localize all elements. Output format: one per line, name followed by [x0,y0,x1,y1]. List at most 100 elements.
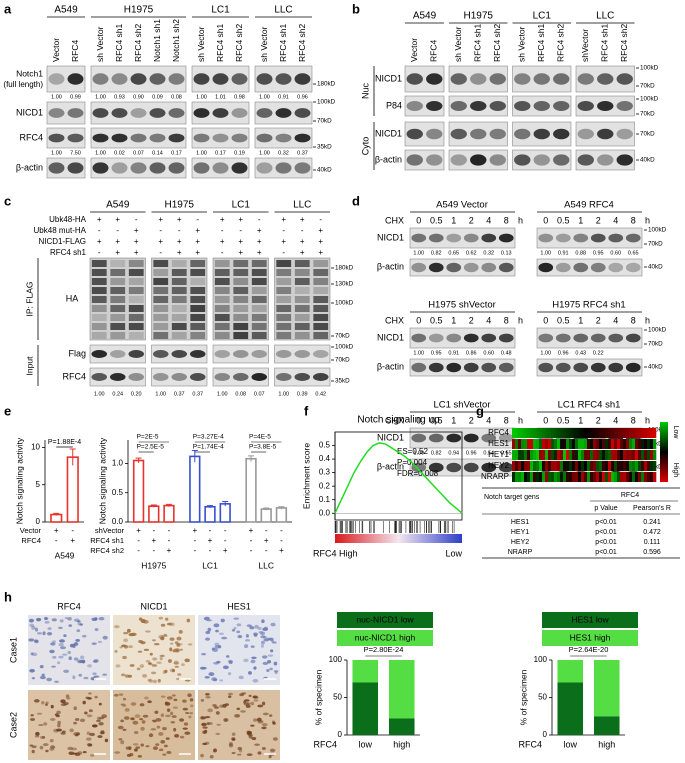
band [608,262,624,273]
nucleus [228,741,233,746]
band [67,73,84,85]
band [616,128,633,140]
quant: 1.00 [155,391,166,397]
nucleus [39,665,44,669]
y-tick-label: 0 [36,517,41,526]
nucleus [76,629,81,633]
band [470,73,487,85]
nucleus [76,732,80,736]
band [489,154,506,166]
nucleus [139,664,145,668]
lane-label: shVector [580,29,590,62]
nucleus [118,693,124,696]
nucleus [43,722,48,726]
nucleus [169,647,173,652]
label: NRARP [481,472,509,481]
sign: + [195,226,200,235]
marker: 70kD [648,241,663,248]
bar-segment [557,660,584,683]
nucleus [153,679,157,684]
nucleus [140,743,144,747]
heat-cell [614,428,618,438]
nucleus [54,680,59,683]
nucleus [33,639,39,643]
nucleus [31,625,36,630]
smear [128,305,144,312]
marker: 40kD [648,264,663,271]
quant: 1.00 [94,391,105,397]
nucleus [158,732,164,736]
nucleus [63,634,67,638]
nucleus [234,714,241,718]
quant: 1.00 [51,150,62,156]
band [590,362,606,373]
label: RFC4 [19,132,43,142]
y-tick-label: 0.3 [319,468,331,477]
heat-cell [620,439,624,449]
nucleus [63,701,69,706]
quant: 0.09 [152,94,163,100]
nucleus [88,743,93,747]
heat-cell [623,428,627,438]
band [212,108,229,118]
smear [128,314,144,321]
nucleus [253,699,259,702]
band [92,162,109,174]
smear [214,314,230,321]
nucleus [273,661,278,666]
nucleus [94,627,99,632]
band [92,133,109,143]
nucleus [164,701,171,706]
quant: 1.00 [217,391,228,397]
nucleus [101,714,107,719]
band [48,162,65,174]
blot [212,344,269,364]
table-cell: 0.111 [644,539,661,546]
heat-cell [587,428,591,438]
table-cell: HES1 [511,519,529,526]
x-axis-label: RFC4 [313,739,337,749]
smear [251,287,267,294]
group-label: H1975 [124,5,154,16]
label: HEY2 [488,461,509,470]
heat-cell [647,439,651,449]
sign: + [167,546,172,555]
nucleus [29,669,35,673]
heat-cell [512,450,516,460]
heat-cell [560,461,564,471]
heat-cell [560,450,564,460]
time: 0 [416,315,421,325]
nucleus [29,717,36,721]
sign: + [257,237,262,246]
marker: 100kD [648,227,667,234]
nucleus [73,721,77,725]
nucleus [153,642,160,646]
y-tick-label: 0.1 [319,495,331,504]
band [597,128,614,140]
heat-cell [554,450,558,460]
band [498,462,514,473]
nucleus [207,708,213,713]
y-axis-label: % of specimen [313,669,323,725]
smear [110,305,126,312]
heat-cell [647,472,651,482]
time: 4 [613,415,618,425]
quant: 1.01 [215,94,226,100]
band [608,362,624,373]
band [489,101,506,111]
time: 0.5 [557,315,570,325]
nucleus [257,627,262,630]
smear [233,332,249,339]
band [428,433,444,443]
nucleus [216,723,221,726]
nucleus [126,628,131,633]
nucleus [169,642,174,645]
nucleus [179,648,183,651]
nucleus [47,627,52,630]
label: RFC4 sh2 [90,546,124,555]
bar-segment [388,660,415,719]
label: RFC4 sh1 [90,536,124,545]
nucleus [243,658,249,663]
time: 2 [596,415,601,425]
heat-cell [626,439,630,449]
